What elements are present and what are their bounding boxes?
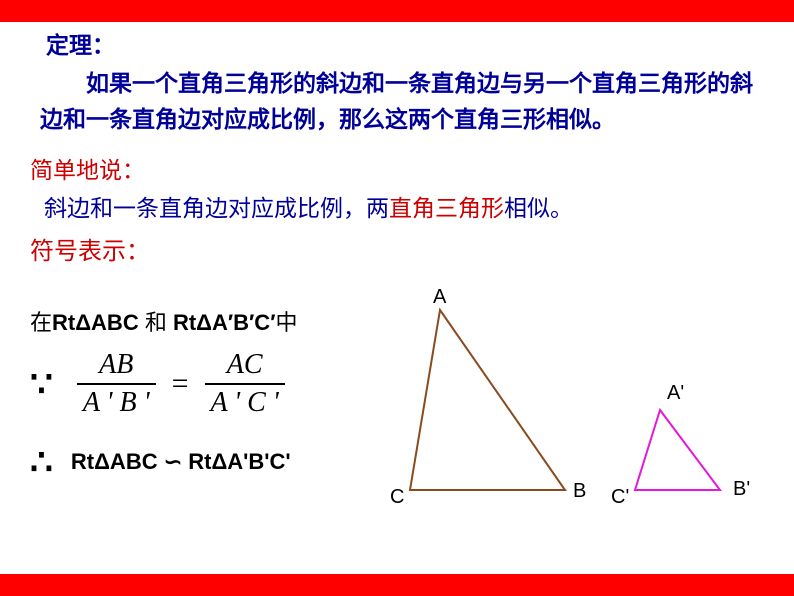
and-text: 和	[145, 310, 173, 335]
vertex-b: B	[573, 480, 586, 503]
simple-part1: 斜边和一条直角边对应成比例，两	[44, 195, 389, 221]
vertex-b-prime: B'	[733, 478, 750, 501]
vertex-a: A	[433, 286, 446, 309]
frac1-numerator: AB	[91, 349, 141, 383]
theorem-text: 如果一个直角三角形的斜边和一条直角边与另一个直角三角形的斜边和一条直角边对应成比…	[40, 66, 754, 137]
simple-text: 斜边和一条直角边对应成比例，两直角三角形相似。	[44, 189, 764, 223]
frac1-denominator: A ' B '	[77, 383, 156, 419]
triangle-diagram: A B C	[395, 300, 595, 515]
rt-abc-prime: RtΔA′B′C′	[173, 310, 276, 335]
conclusion-text: RtΔABC ∽ RtΔA'B'C'	[71, 449, 291, 475]
top-red-bar	[0, 0, 794, 22]
vertex-c: C	[390, 486, 404, 509]
slide-content: 定理： 如果一个直角三角形的斜边和一条直角边与另一个直角三角形的斜边和一条直角边…	[30, 26, 764, 266]
simple-part3: 相似。	[504, 195, 573, 221]
simple-part2: 直角三角形	[389, 195, 504, 221]
fraction-2: AC A ' C '	[205, 349, 285, 419]
conclusion-row: ∴ RtΔABC ∽ RtΔA'B'C'	[30, 441, 297, 483]
therefore-symbol: ∴	[30, 441, 53, 483]
in-text: 在	[30, 310, 52, 335]
math-premise: 在RtΔABC 和 RtΔA′B′C′中	[30, 305, 297, 337]
bottom-red-bar	[0, 574, 794, 596]
vertex-a-prime: A'	[667, 382, 684, 405]
fraction-1: AB A ' B '	[77, 349, 156, 419]
big-triangle	[410, 310, 565, 490]
because-symbol: ∵	[30, 363, 53, 405]
frac2-numerator: AC	[219, 349, 271, 383]
in-text-2: 中	[275, 310, 297, 335]
fraction-equation: ∵ AB A ' B ' = AC A ' C '	[30, 349, 297, 419]
vertex-c-prime: C'	[611, 486, 629, 509]
theorem-label: 定理：	[46, 26, 764, 60]
small-triangle	[635, 410, 720, 490]
frac2-denominator: A ' C '	[205, 383, 285, 419]
simple-label: 简单地说：	[30, 151, 764, 185]
small-triangle-diagram: A' B' C'	[625, 390, 745, 510]
small-triangle-svg	[625, 390, 745, 505]
big-triangle-svg	[395, 300, 595, 510]
symbol-label: 符号表示：	[30, 231, 764, 266]
equals-sign: =	[172, 367, 189, 401]
rt-abc: RtΔABC	[52, 310, 145, 335]
math-area: 在RtΔABC 和 RtΔA′B′C′中 ∵ AB A ' B ' = AC A…	[30, 305, 297, 483]
